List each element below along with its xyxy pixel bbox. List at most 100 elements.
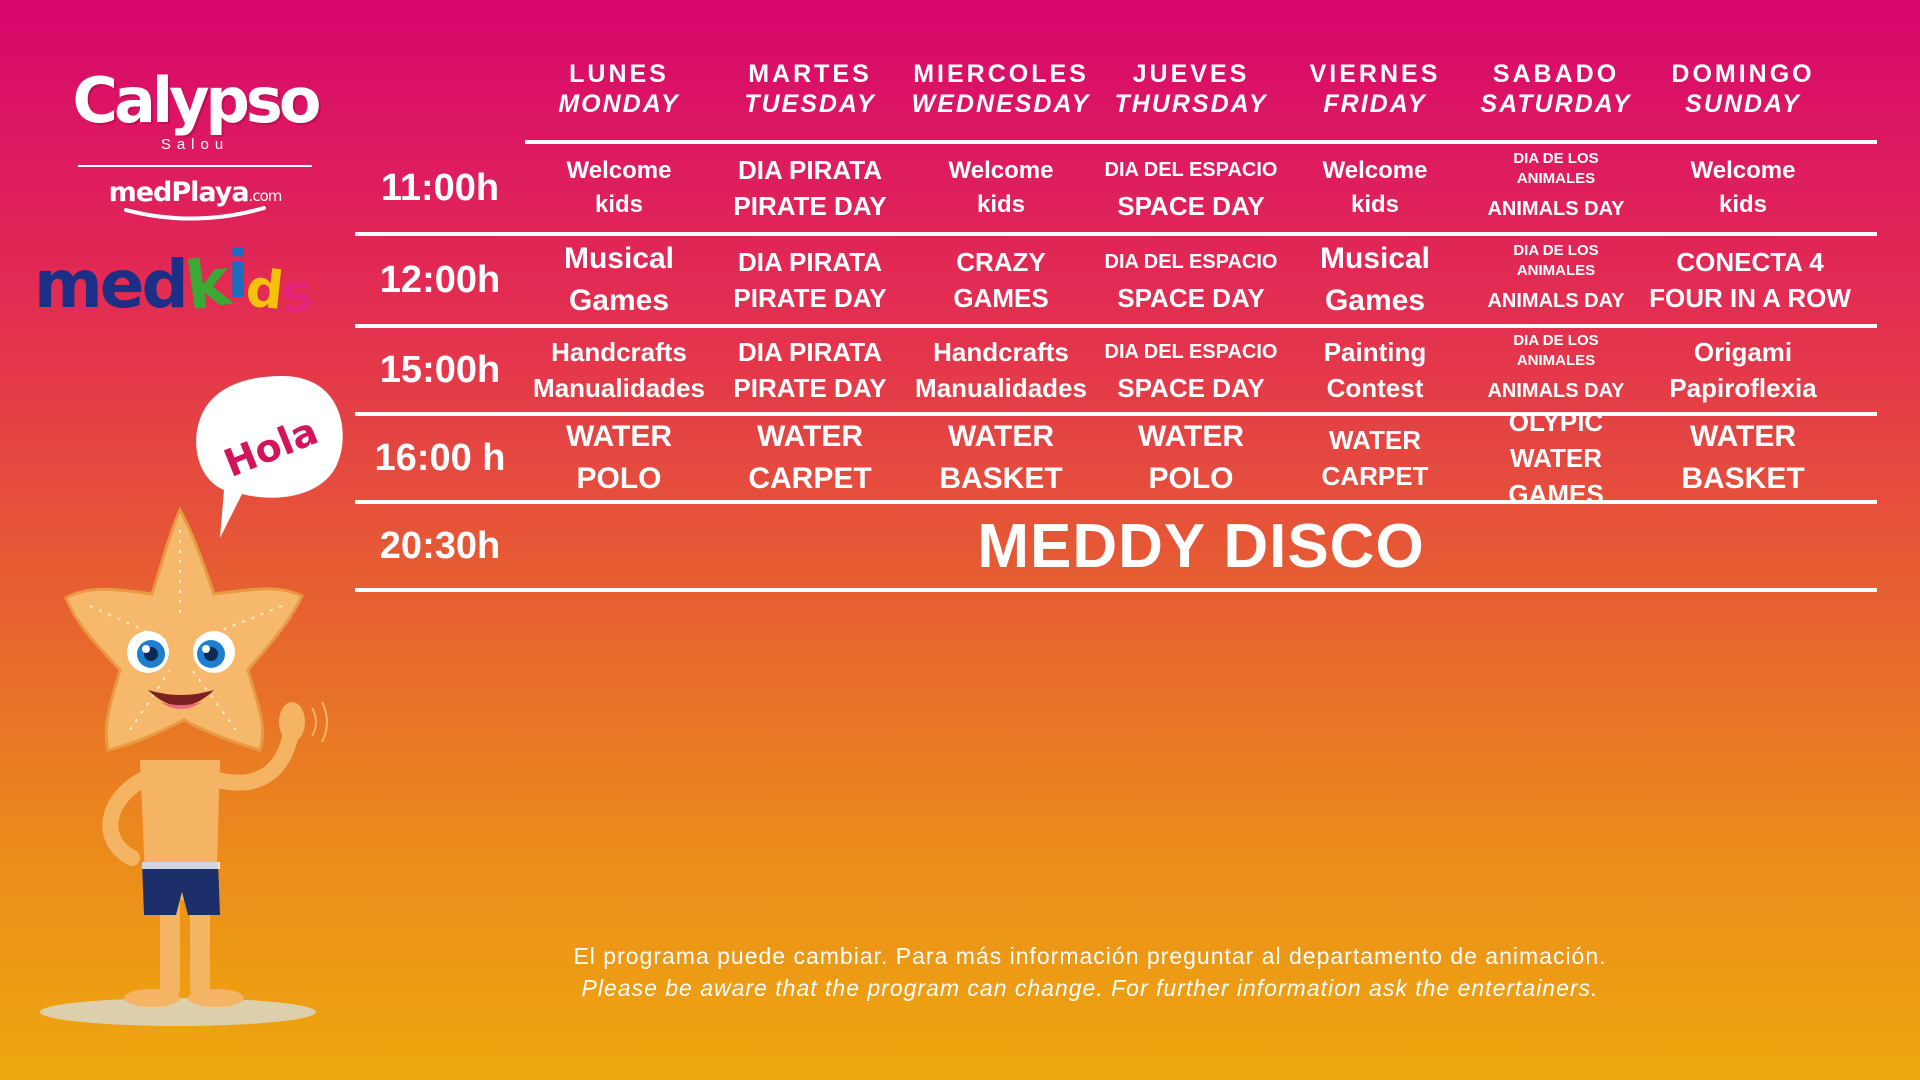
activity-line-1: Welcome bbox=[1690, 157, 1796, 184]
activity-line-1: WATER POLO bbox=[565, 420, 673, 495]
activity-line-2: SPACE DAY bbox=[1117, 191, 1265, 221]
activity-line-2: Papiroflexia bbox=[1669, 373, 1817, 403]
activity-line-2: SPACE DAY bbox=[1117, 373, 1265, 403]
activity-line-2: BASKET bbox=[939, 462, 1063, 495]
day-es: MIERCOLES bbox=[913, 60, 1089, 88]
schedule-row-1200: 12:00h Musical Games DIA PIRATA PIRATE DAY… bbox=[355, 236, 1877, 328]
activity-cell: Handcrafts Manualidades bbox=[907, 334, 1095, 406]
activity-cell: Handcrafts Manualidades bbox=[525, 334, 713, 406]
activity-schedule: LUNES MONDAY MARTES TUESDAY MIERCOLES WEDNE… bbox=[355, 60, 1877, 592]
activity-cell: DIA DE LOS ANIMALES ANIMALS DAY bbox=[1463, 149, 1649, 227]
activity-line-2: Games bbox=[568, 284, 670, 317]
swoosh-icon bbox=[124, 206, 266, 221]
schedule-row-1500: 15:00h Handcrafts Manualidades DIA PIRATA… bbox=[355, 328, 1877, 416]
activity-line-2: WATER GAMES bbox=[1508, 443, 1604, 509]
logo-divider bbox=[78, 165, 312, 167]
day-header-saturday: SABADO SATURDAY bbox=[1463, 60, 1649, 140]
activity-cell: Welcome kids bbox=[525, 154, 713, 222]
activity-line-2: Contest bbox=[1326, 373, 1424, 403]
activity-line-2: ANIMALS DAY bbox=[1487, 290, 1625, 312]
activity-line-1: DIA DEL ESPACIO bbox=[1104, 159, 1278, 181]
speech-bubble-icon: Hola bbox=[196, 376, 343, 538]
activity-subtitle-2: ANIMALES bbox=[1516, 352, 1596, 369]
activity-line-2: SPACE DAY bbox=[1117, 283, 1265, 313]
activity-cell: WATER CARPET bbox=[713, 416, 907, 500]
activity-subtitle-1: DIA DE LOS bbox=[1513, 150, 1599, 167]
time-slot: 15:00h bbox=[379, 348, 501, 391]
activity-cell: DIA PIRATA PIRATE DAY bbox=[713, 244, 907, 316]
activity-cell: DIA DEL ESPACIO SPACE DAY bbox=[1095, 152, 1287, 224]
activity-line-1: DIA PIRATA bbox=[738, 247, 882, 277]
time-slot: 11:00h bbox=[380, 166, 500, 209]
activity-cell: Painting Contest bbox=[1287, 334, 1463, 406]
activity-line-1: Handcrafts bbox=[551, 337, 687, 367]
activity-cell: WATER POLO bbox=[525, 416, 713, 500]
activity-cell: WATER CARPET bbox=[1287, 422, 1463, 494]
activity-cell: Welcome kids bbox=[1287, 154, 1463, 222]
disclaimer-es: El programa puede cambiar. Para más info… bbox=[573, 943, 1607, 969]
activity-subtitle-1: DIA DE LOS bbox=[1513, 242, 1599, 259]
activity-line-2: kids bbox=[976, 191, 1026, 218]
activity-line-1: WATER bbox=[1689, 420, 1797, 453]
activity-cell: DIA DE LOS ANIMALES ANIMALS DAY bbox=[1463, 241, 1649, 319]
activity-cell: Musical Games bbox=[1287, 238, 1463, 322]
salou-label: Salou bbox=[160, 136, 230, 153]
activity-line-2: kids bbox=[1718, 191, 1768, 218]
day-es: MARTES bbox=[748, 60, 872, 88]
schedule-row-2030: 20:30h MEDDY DISCO bbox=[355, 504, 1877, 592]
activity-line-2: FOUR IN A ROW bbox=[1649, 283, 1851, 313]
day-en: SATURDAY bbox=[1480, 90, 1632, 118]
day-en: SUNDAY bbox=[1685, 90, 1801, 118]
calypso-logo: Calypso Salou medPlaya.com bbox=[70, 64, 322, 222]
day-es: VIERNES bbox=[1309, 60, 1441, 88]
medkids-med: med bbox=[34, 246, 189, 323]
day-en: MONDAY bbox=[558, 90, 680, 118]
activity-line-1: WATER bbox=[947, 420, 1055, 453]
activity-line-1: Musical bbox=[563, 242, 675, 275]
activity-line-1: DIA DEL ESPACIO bbox=[1104, 251, 1278, 273]
day-header-sunday: DOMINGO SUNDAY bbox=[1649, 60, 1837, 140]
day-header-wednesday: MIERCOLES WEDNESDAY bbox=[907, 60, 1095, 140]
schedule-row-1600: 16:00 h WATER POLO WATER CARPET WATER BASK… bbox=[355, 407, 1877, 509]
days-header: LUNES MONDAY MARTES TUESDAY MIERCOLES WEDNE… bbox=[525, 60, 1877, 144]
activity-line-1: OLYPIC bbox=[1508, 407, 1604, 437]
day-header-thursday: JUEVES THURSDAY bbox=[1095, 60, 1287, 140]
disclaimer-en: Please be aware that the program can cha… bbox=[581, 975, 1599, 1001]
day-es: DOMINGO bbox=[1671, 60, 1815, 88]
day-header-monday: LUNES MONDAY bbox=[525, 60, 713, 140]
day-en: TUESDAY bbox=[744, 90, 876, 118]
activity-line-1: WATER bbox=[1329, 425, 1421, 455]
activity-cell: Welcome kids bbox=[907, 154, 1095, 222]
activity-line-1: DIA DEL ESPACIO bbox=[1104, 341, 1278, 363]
day-es: SABADO bbox=[1492, 60, 1620, 88]
calypso-wordmark: Calypso bbox=[72, 64, 322, 137]
time-slot: 20:30h bbox=[379, 524, 501, 567]
activity-cell: CRAZY GAMES bbox=[907, 244, 1095, 316]
activity-line-2: ANIMALS DAY bbox=[1487, 380, 1625, 402]
day-es: LUNES bbox=[569, 60, 669, 88]
activity-line-2: Manualidades bbox=[533, 373, 705, 403]
activity-line-1: Handcrafts bbox=[933, 337, 1069, 367]
program-disclaimer: El programa puede cambiar. Para más info… bbox=[480, 940, 1700, 1004]
medkids-logo: medkids bbox=[34, 236, 312, 325]
activity-line-2: CARPET bbox=[748, 462, 872, 495]
activity-cell: Musical Games bbox=[525, 238, 713, 322]
activity-line-1: DIA PIRATA bbox=[738, 155, 882, 185]
activity-line-1: Painting bbox=[1323, 337, 1427, 367]
schedule-row-1100: 11:00h Welcome kids DIA PIRATA PIRATE DAY … bbox=[355, 144, 1877, 236]
medplaya-logo: medPlaya.com bbox=[70, 177, 320, 208]
activity-subtitle-2: ANIMALES bbox=[1516, 262, 1596, 279]
activity-line-1: Welcome bbox=[1322, 157, 1428, 184]
medplaya-wordmark: medPlaya bbox=[108, 177, 250, 208]
activity-line-1: CRAZY bbox=[956, 247, 1046, 277]
activity-subtitle-2: ANIMALES bbox=[1516, 170, 1596, 187]
activity-cell: DIA PIRATA PIRATE DAY bbox=[713, 152, 907, 224]
day-es: JUEVES bbox=[1132, 60, 1250, 88]
activity-line-2: ANIMALS DAY bbox=[1487, 198, 1625, 220]
activity-line-1: Musical bbox=[1319, 242, 1431, 275]
activity-cell: Welcome kids bbox=[1649, 154, 1837, 222]
activity-cell: DIA DEL ESPACIO SPACE DAY bbox=[1095, 244, 1287, 316]
activity-line-1: Welcome bbox=[566, 157, 672, 184]
activity-line-2: kids bbox=[594, 191, 644, 218]
time-slot: 12:00h bbox=[379, 258, 501, 301]
